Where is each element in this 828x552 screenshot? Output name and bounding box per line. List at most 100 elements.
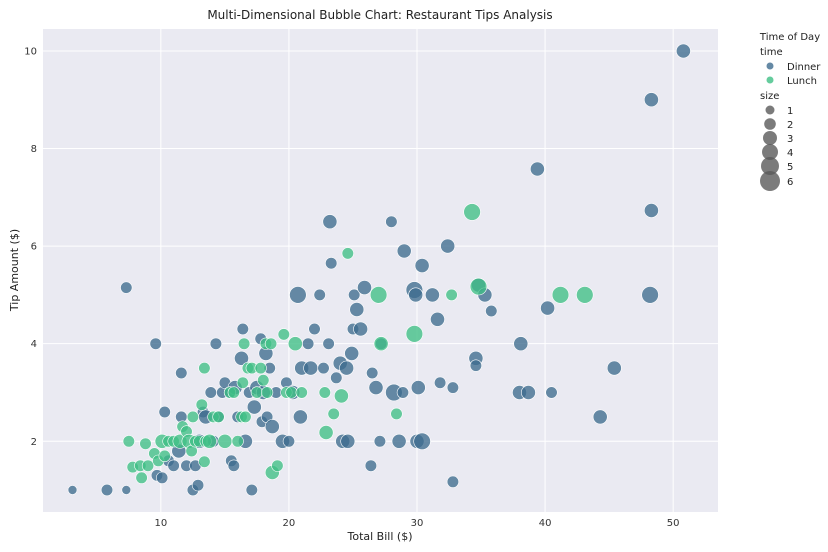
lunch-bubble xyxy=(212,410,225,424)
lunch-bubble xyxy=(264,337,278,350)
legend-size-6-label: 6 xyxy=(787,177,793,188)
dinner-bubble xyxy=(67,485,78,495)
dinner-bubble xyxy=(364,459,378,472)
dinner-bubble xyxy=(430,311,445,327)
legend-size-3-label: 3 xyxy=(787,134,793,145)
legend-dinner-label: Dinner xyxy=(787,62,821,73)
lunch-bubble xyxy=(238,337,251,350)
dinner-bubble xyxy=(396,386,410,399)
legend-lunch-marker xyxy=(766,76,774,84)
dinner-bubble xyxy=(414,258,430,273)
legend-size-1-marker xyxy=(765,105,775,115)
dinner-bubble xyxy=(391,433,407,449)
dinner-bubble xyxy=(302,337,315,350)
legend-size-2-label: 2 xyxy=(787,120,793,131)
dinner-bubble xyxy=(424,287,440,303)
lunch-bubble xyxy=(198,362,211,375)
dinner-bubble xyxy=(485,304,498,318)
y-tick-label: 6 xyxy=(31,242,37,253)
legend-size-5-label: 5 xyxy=(787,162,793,173)
lunch-bubble xyxy=(254,362,267,375)
dinner-bubble xyxy=(446,381,460,394)
dinner-bubble xyxy=(545,386,558,399)
dinner-bubble xyxy=(641,286,659,304)
legend-dinner-marker xyxy=(766,62,774,70)
dinner-bubble xyxy=(120,281,133,294)
legend-size-4-marker xyxy=(762,144,778,160)
lunch-bubble xyxy=(277,328,290,341)
dinner-bubble xyxy=(322,337,335,350)
dinner-bubble xyxy=(440,238,456,254)
legend-hue-title: time xyxy=(760,47,783,58)
dinner-bubble xyxy=(644,92,659,108)
dinner-bubble xyxy=(289,286,307,304)
lunch-bubble xyxy=(236,376,249,389)
dinner-bubble xyxy=(317,362,330,375)
x-tick-label: 20 xyxy=(283,518,296,529)
dinner-bubble xyxy=(368,380,384,395)
dinner-bubble xyxy=(339,360,354,376)
lunch-bubble xyxy=(463,203,481,221)
dinner-bubble xyxy=(292,409,308,425)
lunch-bubble xyxy=(186,410,199,424)
dinner-bubble xyxy=(282,435,296,448)
lunch-bubble xyxy=(333,388,349,404)
lunch-bubble xyxy=(231,435,244,448)
legend: Time of Day time Dinner Lunch size 1 2 3… xyxy=(759,32,821,191)
dinner-bubble xyxy=(191,479,205,492)
dinner-bubble xyxy=(521,385,536,400)
y-tick-label: 4 xyxy=(31,339,37,350)
lunch-bubble xyxy=(341,247,354,260)
dinner-bubble xyxy=(100,483,114,497)
lunch-bubble xyxy=(227,386,240,399)
legend-title: Time of Day xyxy=(759,32,820,43)
lunch-bubble xyxy=(195,398,208,411)
dinner-bubble xyxy=(373,435,387,448)
dinner-bubble xyxy=(156,471,169,484)
dinner-bubble xyxy=(469,359,483,372)
lunch-bubble xyxy=(469,277,488,296)
dinner-bubble xyxy=(236,322,249,336)
dinner-bubble xyxy=(149,337,162,350)
dinner-bubble xyxy=(410,380,426,395)
legend-size-2-marker xyxy=(764,118,776,130)
lunch-series xyxy=(122,203,594,484)
dinner-bubble xyxy=(313,288,326,302)
dinner-bubble xyxy=(349,302,365,317)
lunch-bubble xyxy=(217,433,233,449)
dinner-bubble xyxy=(513,336,529,352)
dinner-bubble xyxy=(676,43,691,59)
dinner-bubble xyxy=(434,376,447,389)
dinner-bubble xyxy=(167,459,180,472)
lunch-bubble xyxy=(141,459,155,472)
plot-area xyxy=(43,29,718,512)
tick-labels: 10 20 30 40 50 2 4 6 8 10 xyxy=(24,46,679,529)
legend-size-1-label: 1 xyxy=(787,106,793,117)
dinner-bubble xyxy=(340,433,356,449)
lunch-bubble xyxy=(261,386,274,399)
x-tick-label: 50 xyxy=(667,518,680,529)
lunch-bubble xyxy=(271,459,284,472)
dinner-bubble xyxy=(245,483,258,497)
dinner-bubble xyxy=(413,432,431,450)
dinner-bubble xyxy=(308,322,321,336)
lunch-bubble xyxy=(369,286,388,304)
dinner-bubble xyxy=(204,386,217,399)
dinner-bubble xyxy=(175,366,188,380)
dinner-bubble xyxy=(227,459,240,472)
lunch-bubble xyxy=(239,410,252,424)
lunch-bubble xyxy=(295,386,308,399)
x-tick-label: 40 xyxy=(539,518,552,529)
x-tick-label: 30 xyxy=(411,518,424,529)
dinner-bubble xyxy=(540,300,555,316)
lunch-bubble xyxy=(551,286,570,304)
dinner-bubble xyxy=(303,360,319,376)
dinner-bubble xyxy=(408,287,424,303)
lunch-bubble xyxy=(257,374,270,387)
dinner-bubble xyxy=(606,360,622,376)
lunch-bubble xyxy=(285,386,298,399)
dinner-bubble xyxy=(344,345,360,361)
dinner-bubble xyxy=(264,419,280,434)
lunch-bubble xyxy=(135,471,148,484)
lunch-bubble xyxy=(373,336,389,352)
